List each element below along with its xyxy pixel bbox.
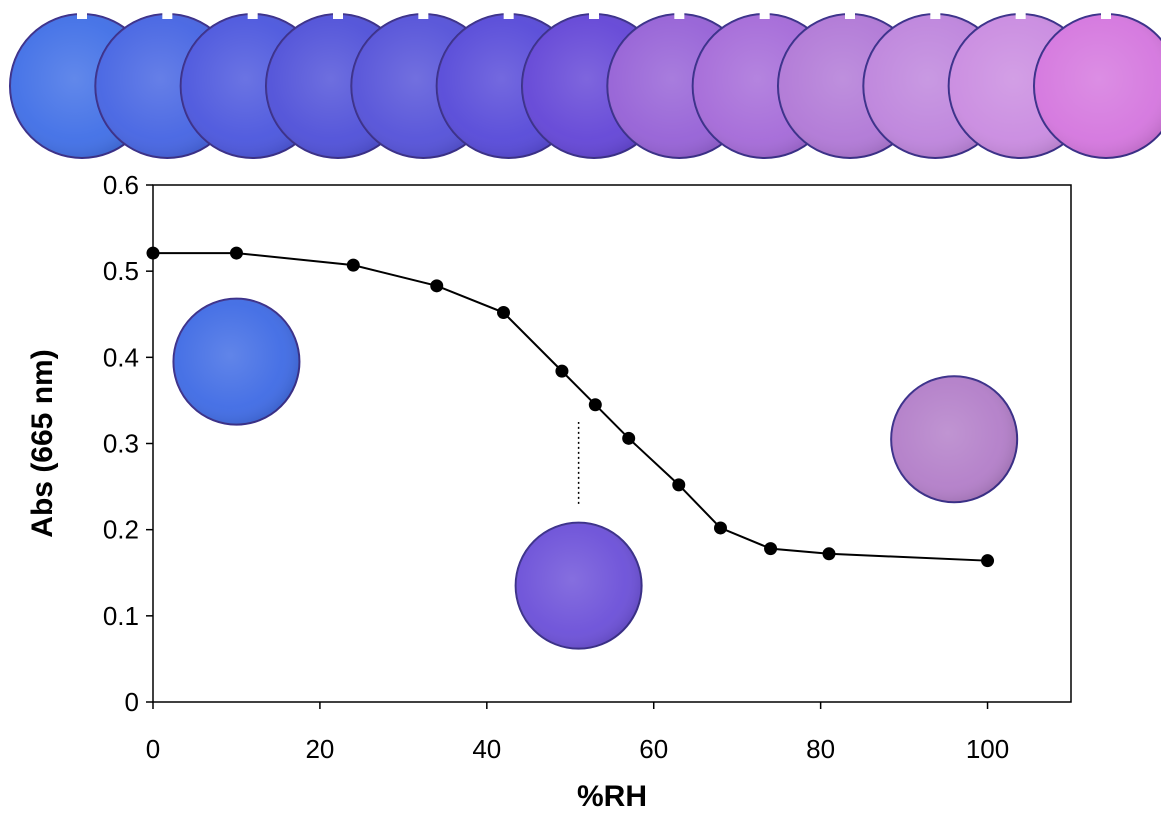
series (146, 246, 995, 568)
data-point (981, 554, 995, 568)
inset-films (172, 297, 1019, 650)
inset-film-wet (890, 375, 1019, 504)
x-tick-label: 60 (639, 734, 668, 764)
film-disc-notch (162, 12, 173, 19)
film-disc-notch (77, 12, 87, 19)
inset-film-shade (515, 522, 642, 649)
data-point (229, 246, 243, 260)
y-tick-label: 0.6 (103, 170, 139, 200)
data-point (822, 547, 836, 561)
inset-film-shade (173, 298, 300, 425)
y-tick-label: 0 (125, 687, 139, 717)
data-point (713, 521, 727, 535)
film-disc-notch (1101, 12, 1111, 19)
y-axis: 0 0.1 0.2 0.3 0.4 0.5 0.6 (103, 170, 153, 717)
data-point (588, 398, 602, 412)
film-disc-notch (333, 12, 343, 19)
y-tick-label: 0.4 (103, 342, 139, 372)
y-tick-label: 0.5 (103, 256, 139, 286)
inset-film-shade (891, 376, 1018, 503)
film-disc-notch (759, 12, 770, 19)
film-disc-notch (930, 12, 941, 19)
data-point (764, 542, 778, 556)
x-axis-title: %RH (577, 780, 647, 813)
x-tick-label: 0 (146, 734, 160, 764)
film-disc-notch (845, 12, 855, 19)
inset-film-mid (514, 521, 643, 650)
film-disc-notch (418, 12, 429, 19)
film-disc-shade (1034, 14, 1161, 158)
data-point (430, 279, 444, 293)
y-tick-label: 0.1 (103, 601, 139, 631)
x-tick-label: 80 (806, 734, 835, 764)
film-strip (9, 12, 1161, 159)
film-disc-notch (247, 12, 258, 19)
data-point (146, 246, 160, 260)
y-tick-label: 0.3 (103, 429, 139, 459)
y-tick-label: 0.2 (103, 515, 139, 545)
data-point (622, 431, 636, 445)
data-point (555, 364, 569, 378)
inset-film-dry (172, 297, 301, 426)
data-point (497, 306, 511, 320)
film-disc-notch (1015, 12, 1026, 19)
x-axis: 0 20 40 60 80 100 (146, 702, 1009, 764)
x-tick-label: 40 (472, 734, 501, 764)
y-axis-title: Abs (665 nm) (26, 349, 59, 537)
film-disc-notch (674, 12, 685, 19)
film-disc-notch (503, 12, 514, 19)
film-disc (1033, 12, 1161, 159)
data-point (672, 478, 686, 492)
data-point (346, 258, 360, 272)
x-tick-label: 20 (305, 734, 334, 764)
x-tick-label: 100 (966, 734, 1009, 764)
film-disc-notch (589, 12, 599, 19)
